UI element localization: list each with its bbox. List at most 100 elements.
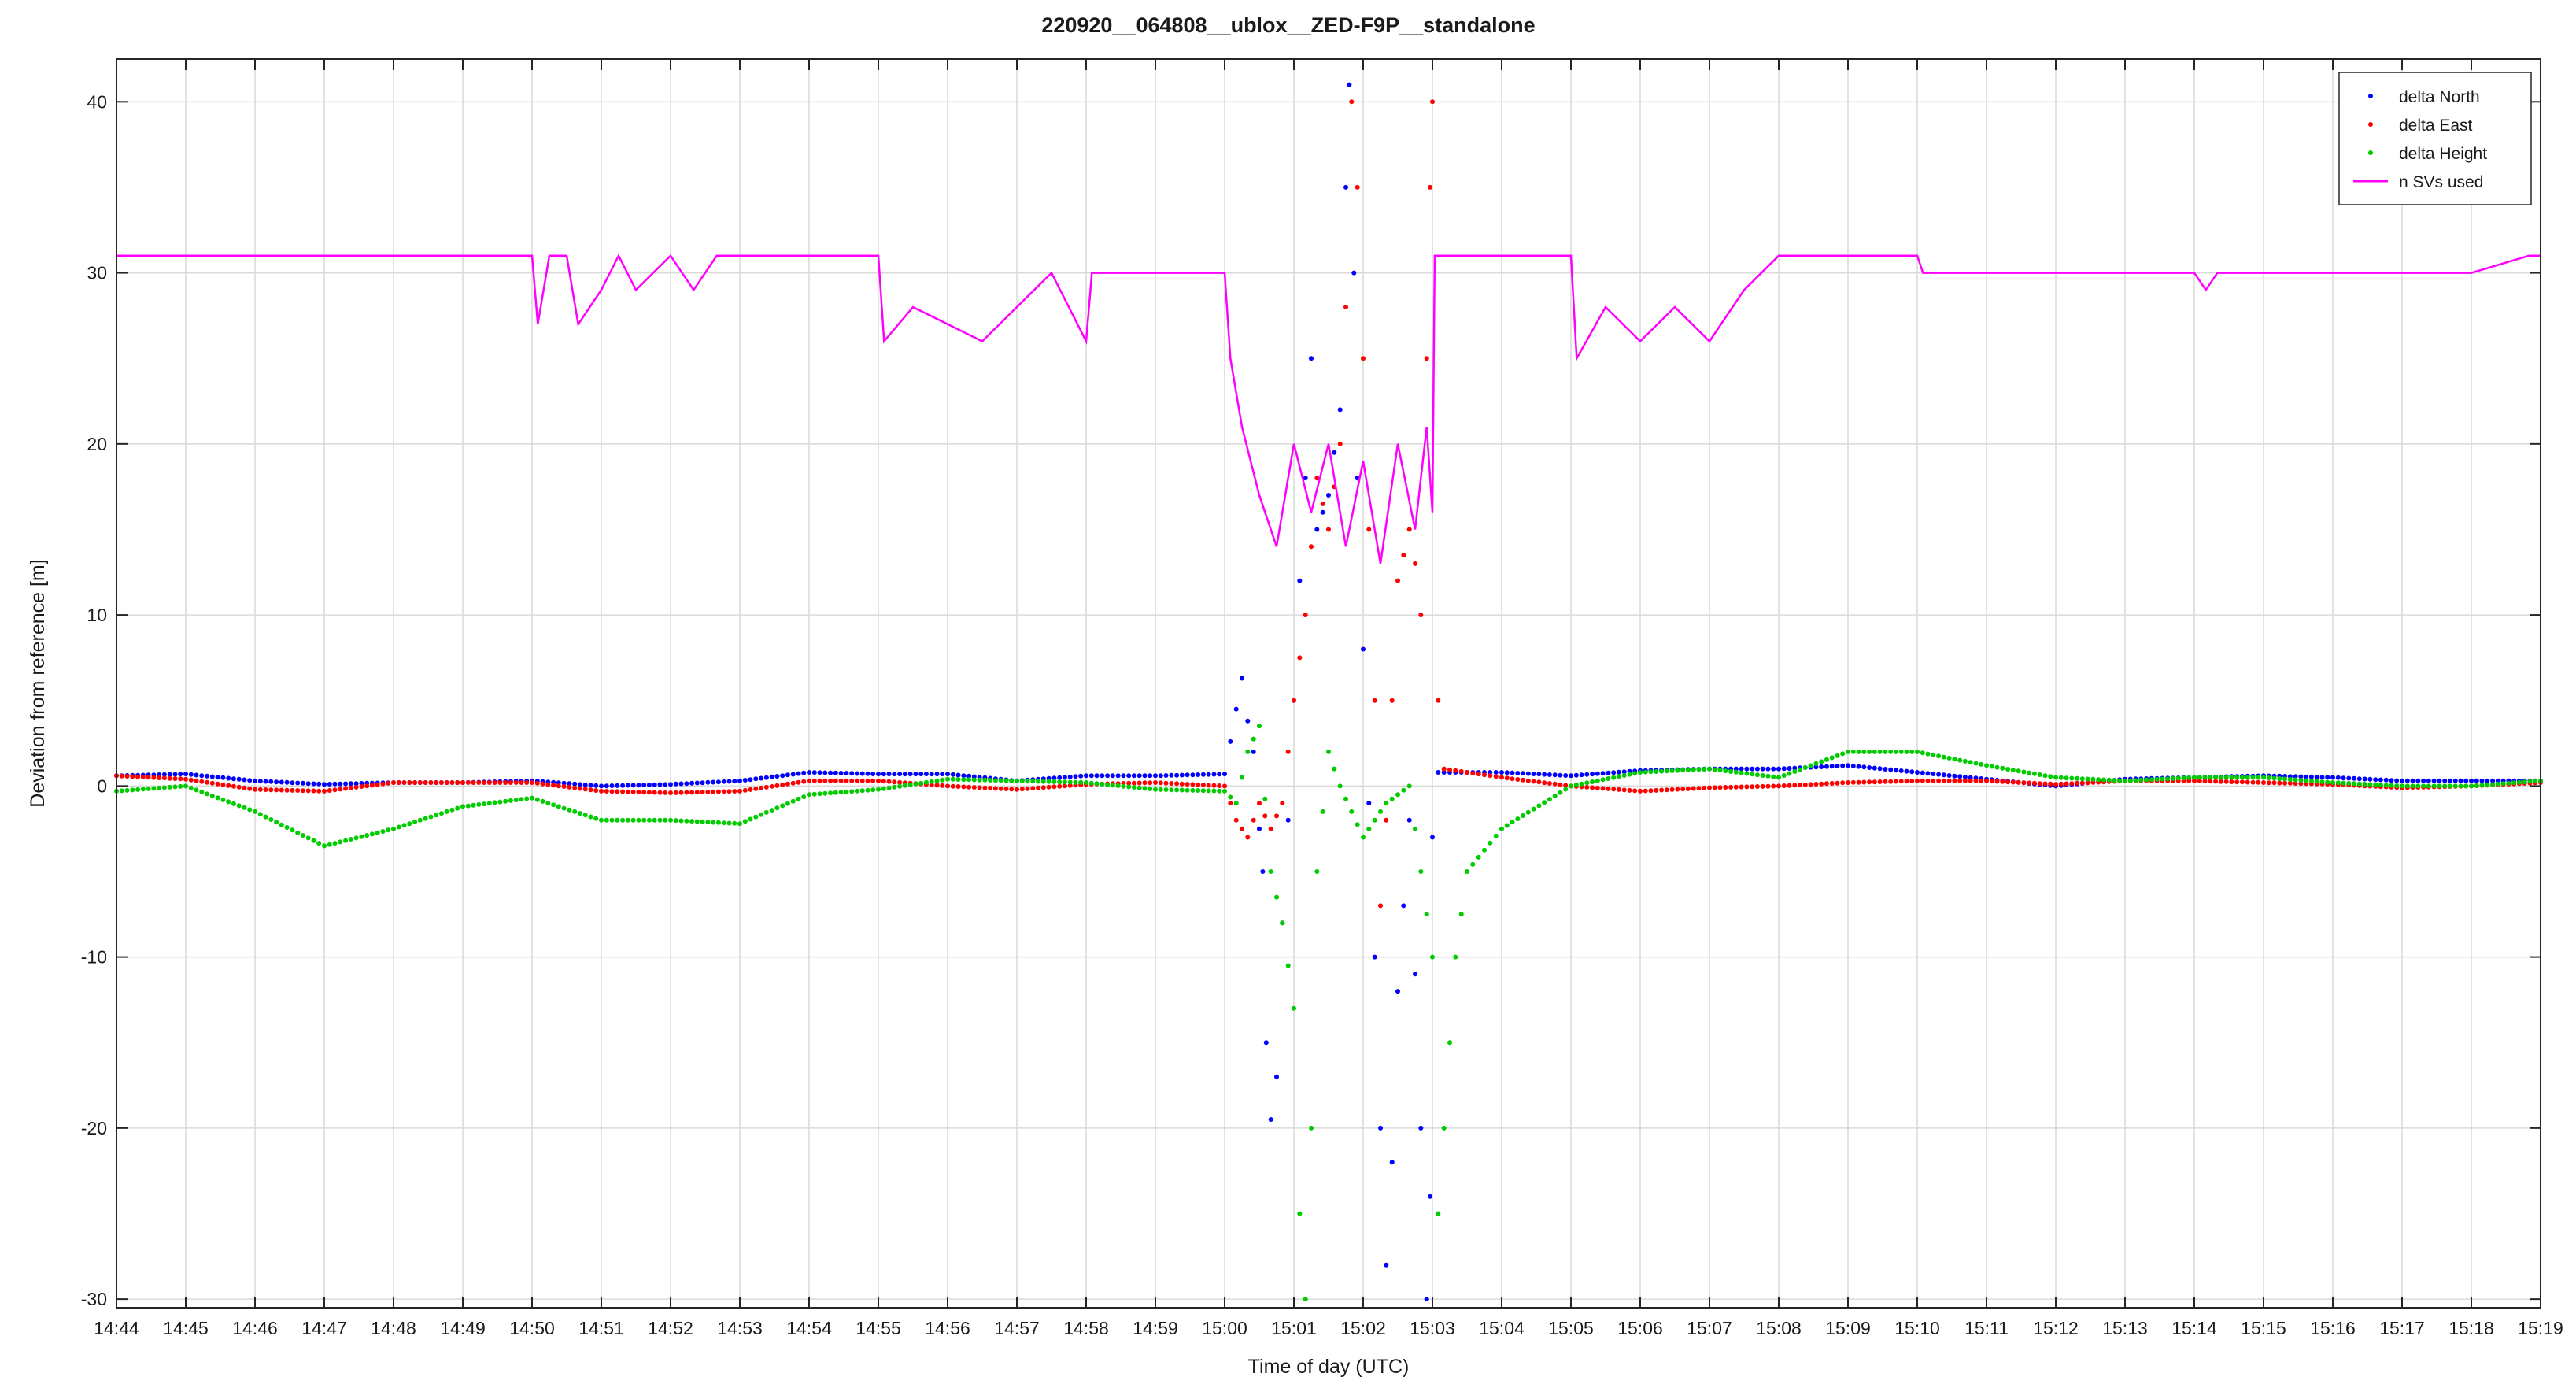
data-point — [1153, 787, 1158, 792]
data-point — [2287, 780, 2293, 786]
data-point — [1952, 778, 1957, 783]
data-point — [305, 781, 311, 787]
data-point — [1840, 763, 1846, 768]
data-point — [790, 798, 796, 804]
x-tick-label: 15:10 — [1894, 1318, 1940, 1338]
x-tick-label: 15:11 — [1964, 1318, 2009, 1338]
data-point — [881, 779, 886, 784]
series-n-svs-used — [116, 254, 2541, 564]
y-tick-label: 0 — [97, 775, 107, 796]
data-point — [407, 821, 412, 827]
data-point — [1040, 779, 1046, 784]
data-point — [247, 786, 253, 791]
data-point — [1733, 769, 1739, 775]
data-point — [636, 790, 641, 794]
data-point — [1824, 757, 1829, 762]
data-point — [545, 801, 551, 806]
data-point — [391, 780, 396, 785]
data-point — [1968, 778, 1973, 783]
data-point — [715, 820, 721, 825]
data-point — [183, 783, 188, 789]
data-point — [1579, 772, 1584, 778]
data-point — [1196, 788, 1201, 793]
data-point — [1994, 779, 2000, 784]
data-point — [2410, 778, 2415, 783]
data-point — [2149, 777, 2154, 783]
data-point — [1297, 1211, 1303, 1216]
data-point — [1787, 766, 1792, 771]
data-point — [1482, 847, 1487, 853]
data-point — [1493, 770, 1499, 775]
data-point — [2314, 779, 2319, 784]
data-point — [636, 817, 641, 823]
data-point — [2096, 777, 2101, 783]
data-point — [2426, 783, 2431, 789]
data-point — [1765, 773, 1771, 779]
data-point — [1228, 738, 1233, 744]
data-point — [854, 771, 859, 776]
data-point — [290, 780, 295, 786]
legend-label-delta-north: delta North — [2399, 88, 2480, 106]
data-point — [1669, 768, 1675, 773]
data-point — [1802, 782, 1808, 787]
data-point — [513, 780, 519, 785]
data-point — [524, 796, 530, 801]
data-point — [199, 779, 205, 784]
data-point — [2277, 776, 2282, 781]
data-point — [2335, 780, 2341, 786]
x-tick-label: 15:02 — [1340, 1318, 1386, 1338]
data-point — [1946, 773, 1952, 778]
data-point — [1835, 753, 1840, 758]
data-point — [1499, 826, 1504, 831]
data-point — [1531, 772, 1536, 776]
data-point — [609, 783, 615, 788]
data-point — [1406, 527, 1412, 532]
data-point — [1606, 776, 1611, 781]
data-point — [705, 779, 711, 785]
data-point — [226, 783, 231, 788]
data-point — [2218, 775, 2223, 780]
data-point — [556, 804, 561, 809]
data-point — [2000, 765, 2005, 771]
data-point — [1936, 772, 1942, 777]
data-point — [178, 783, 183, 789]
data-point — [1893, 779, 1898, 784]
data-point — [1200, 772, 1206, 777]
data-point — [1100, 773, 1105, 779]
data-point — [1062, 775, 1067, 780]
data-point — [1702, 785, 1707, 790]
data-point — [870, 778, 876, 783]
data-point — [343, 781, 349, 787]
data-point — [1994, 764, 2000, 770]
data-point — [2426, 778, 2431, 783]
data-point — [886, 772, 892, 777]
data-point — [2223, 779, 2229, 784]
data-point — [428, 814, 434, 820]
data-point — [1611, 775, 1617, 780]
data-point — [780, 782, 785, 787]
data-point — [1515, 771, 1521, 775]
data-point — [694, 780, 700, 786]
data-point — [1217, 783, 1222, 788]
data-point — [2058, 781, 2064, 787]
data-point — [1542, 772, 1547, 777]
data-point — [524, 780, 530, 785]
data-point — [2293, 781, 2298, 786]
data-point — [2208, 775, 2213, 780]
data-point — [268, 787, 274, 793]
data-point — [1984, 778, 1989, 783]
data-point — [1320, 509, 1325, 515]
data-point — [253, 778, 257, 783]
data-point — [1510, 770, 1515, 775]
data-point — [2075, 775, 2080, 781]
data-point — [1754, 784, 1760, 789]
data-point — [907, 772, 913, 777]
data-point — [1163, 787, 1169, 792]
data-point — [2437, 783, 2442, 789]
data-point — [1856, 749, 1861, 754]
data-point — [188, 777, 194, 783]
data-point — [2261, 775, 2266, 780]
data-point — [2101, 777, 2106, 783]
data-point — [561, 780, 567, 786]
data-point — [577, 782, 582, 787]
